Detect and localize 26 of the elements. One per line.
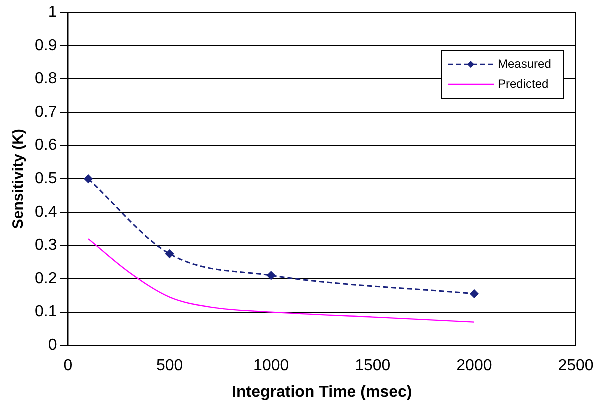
y-tick-label: 0.9 bbox=[34, 37, 58, 54]
x-tick-label: 1000 bbox=[254, 358, 290, 375]
y-tick-label: 0.2 bbox=[34, 270, 58, 288]
y-tick-label: 0.8 bbox=[34, 70, 58, 88]
x-tick-label: 2500 bbox=[558, 358, 594, 375]
x-tick-label: 1500 bbox=[355, 358, 391, 375]
point bbox=[84, 174, 93, 184]
point bbox=[166, 250, 174, 258]
y-tick-label: 0.5 bbox=[34, 170, 58, 188]
x-tick-label: 2000 bbox=[456, 358, 492, 375]
point bbox=[470, 290, 479, 298]
x-axis-title: Integration Time (msec) bbox=[232, 384, 412, 401]
y-tick-label: 0.6 bbox=[34, 137, 58, 154]
y-tick-label: 1 bbox=[48, 4, 58, 22]
legend-label: Predicted bbox=[498, 76, 549, 91]
line-series bbox=[88, 238, 476, 323]
point bbox=[267, 271, 276, 280]
y-tick-label: 0 bbox=[48, 337, 58, 354]
y-tick-label: 0.3 bbox=[34, 237, 58, 254]
y-tick-label: 0.7 bbox=[34, 104, 58, 121]
y-tick-label: 0.4 bbox=[34, 204, 58, 221]
y-tick-label: 0.1 bbox=[34, 304, 58, 321]
legend-label: Measured bbox=[498, 56, 552, 71]
x-tick-label: 0 bbox=[64, 358, 73, 375]
y-axis-title: Sensitivity (K) bbox=[10, 129, 28, 230]
x-tick-label: 500 bbox=[156, 358, 184, 375]
